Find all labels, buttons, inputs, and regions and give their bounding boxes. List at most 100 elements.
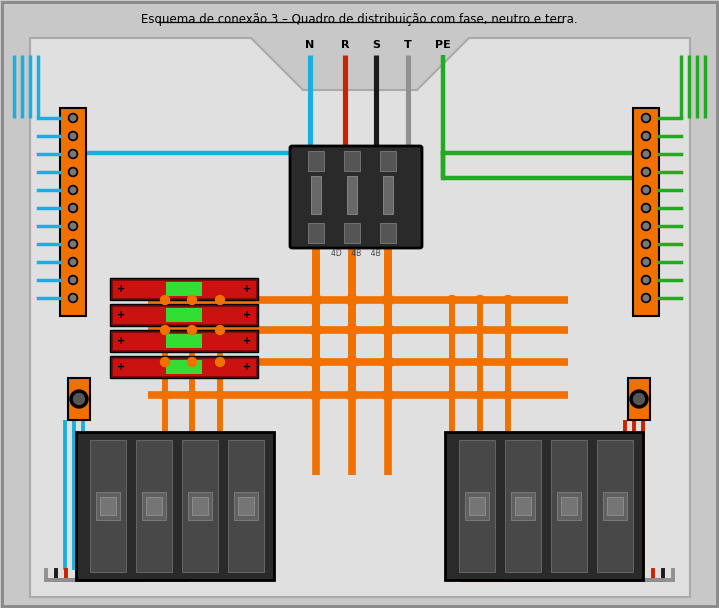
- Bar: [112, 280, 256, 298]
- Circle shape: [630, 390, 648, 408]
- Bar: [347, 176, 357, 214]
- Circle shape: [644, 295, 649, 301]
- Circle shape: [447, 358, 457, 367]
- FancyBboxPatch shape: [290, 146, 422, 248]
- Circle shape: [641, 150, 651, 159]
- Circle shape: [70, 295, 75, 301]
- Bar: [146, 497, 162, 515]
- Circle shape: [447, 325, 457, 334]
- Bar: [112, 358, 256, 376]
- Circle shape: [644, 187, 649, 193]
- Bar: [76, 432, 274, 580]
- Circle shape: [188, 325, 196, 334]
- Circle shape: [311, 325, 321, 336]
- Circle shape: [68, 221, 78, 230]
- Bar: [628, 378, 650, 420]
- Bar: [603, 492, 627, 520]
- Bar: [344, 151, 360, 171]
- Text: Esquema de conexão 3 – Quadro de distribuição com fase, neutro e terra.: Esquema de conexão 3 – Quadro de distrib…: [141, 13, 577, 26]
- Circle shape: [160, 358, 170, 367]
- Circle shape: [644, 206, 649, 211]
- Circle shape: [70, 241, 75, 247]
- Circle shape: [644, 259, 649, 265]
- Bar: [380, 223, 396, 243]
- Bar: [182, 440, 218, 572]
- Bar: [228, 440, 264, 572]
- Circle shape: [475, 390, 485, 399]
- Bar: [110, 304, 258, 326]
- Text: N: N: [306, 40, 315, 50]
- Circle shape: [475, 325, 485, 334]
- Circle shape: [70, 133, 75, 139]
- Text: S: S: [372, 40, 380, 50]
- Circle shape: [70, 151, 75, 157]
- Circle shape: [68, 114, 78, 122]
- Bar: [607, 497, 623, 515]
- Text: +: +: [243, 336, 251, 346]
- Circle shape: [160, 390, 170, 399]
- Circle shape: [68, 167, 78, 176]
- Polygon shape: [30, 38, 690, 597]
- Bar: [515, 497, 531, 515]
- Bar: [110, 330, 258, 352]
- Bar: [308, 223, 324, 243]
- Circle shape: [383, 356, 393, 367]
- Circle shape: [188, 295, 196, 305]
- Bar: [188, 492, 212, 520]
- Bar: [557, 492, 581, 520]
- Bar: [136, 440, 172, 572]
- Bar: [465, 492, 489, 520]
- Circle shape: [68, 240, 78, 249]
- Circle shape: [311, 294, 321, 305]
- Bar: [166, 334, 202, 348]
- Circle shape: [633, 393, 644, 404]
- Bar: [445, 432, 643, 580]
- Circle shape: [503, 295, 513, 305]
- Bar: [192, 497, 208, 515]
- Circle shape: [70, 169, 75, 175]
- Bar: [308, 151, 324, 171]
- Bar: [112, 306, 256, 324]
- Circle shape: [70, 187, 75, 193]
- Circle shape: [70, 277, 75, 283]
- Bar: [60, 108, 86, 316]
- Circle shape: [160, 295, 170, 305]
- Bar: [551, 440, 587, 572]
- Circle shape: [383, 294, 393, 305]
- Circle shape: [641, 204, 651, 213]
- Circle shape: [641, 221, 651, 230]
- Circle shape: [68, 204, 78, 213]
- Bar: [90, 440, 126, 572]
- Circle shape: [68, 275, 78, 285]
- Circle shape: [383, 325, 393, 336]
- Bar: [166, 360, 202, 374]
- Bar: [96, 492, 120, 520]
- Circle shape: [188, 390, 196, 399]
- Text: +: +: [243, 284, 251, 294]
- Bar: [238, 497, 254, 515]
- Circle shape: [641, 131, 651, 140]
- Bar: [380, 151, 396, 171]
- Circle shape: [641, 114, 651, 122]
- Text: R: R: [341, 40, 349, 50]
- Circle shape: [641, 258, 651, 266]
- Circle shape: [68, 185, 78, 195]
- Bar: [234, 492, 258, 520]
- Circle shape: [70, 206, 75, 211]
- Circle shape: [68, 150, 78, 159]
- Bar: [100, 497, 116, 515]
- Circle shape: [347, 294, 357, 305]
- Circle shape: [503, 325, 513, 334]
- Bar: [511, 492, 535, 520]
- Bar: [383, 176, 393, 214]
- Bar: [344, 223, 360, 243]
- Text: +: +: [117, 336, 125, 346]
- Circle shape: [70, 115, 75, 121]
- Bar: [142, 492, 166, 520]
- Text: +: +: [243, 310, 251, 320]
- Circle shape: [644, 115, 649, 121]
- Circle shape: [70, 223, 75, 229]
- Bar: [505, 440, 541, 572]
- Circle shape: [641, 167, 651, 176]
- Circle shape: [644, 169, 649, 175]
